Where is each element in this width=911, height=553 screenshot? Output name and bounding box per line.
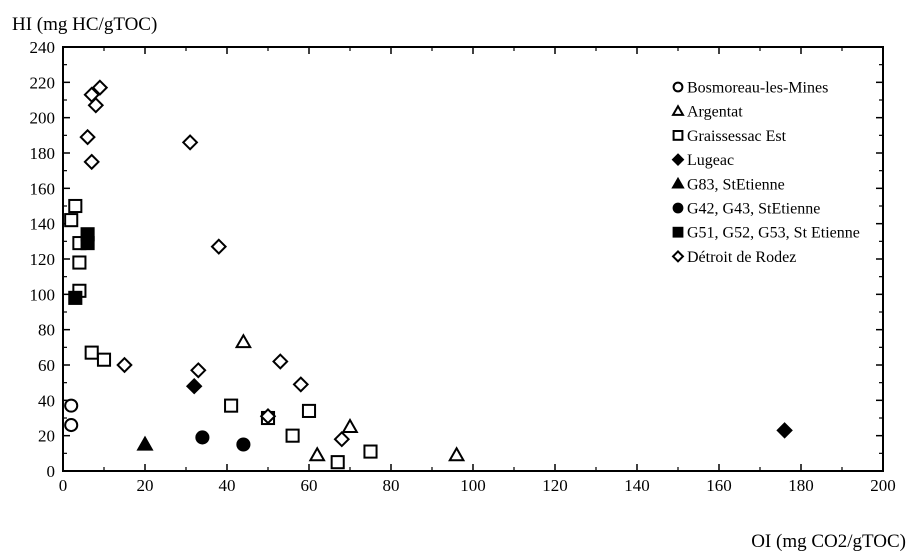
- y-tick-label: 140: [30, 215, 56, 234]
- data-point: [190, 362, 207, 379]
- data-point: [333, 430, 351, 448]
- data-point: [341, 417, 359, 433]
- legend-label: G51, G52, G53, St Etienne: [687, 225, 860, 242]
- data-point: [64, 213, 79, 228]
- data-point: [181, 134, 199, 151]
- y-tick-label: 120: [30, 250, 56, 269]
- data-point: [87, 97, 105, 114]
- x-tick-label: 20: [137, 476, 154, 495]
- x-axis-title: OI (mg CO2/gTOC): [751, 531, 906, 552]
- data-point: [285, 428, 300, 443]
- legend-label: Détroit de Rodez: [687, 249, 796, 266]
- data-point: [195, 430, 210, 445]
- data-point: [292, 376, 310, 393]
- legend-label: G83, StEtienne: [687, 176, 785, 193]
- data-points: [64, 79, 793, 470]
- y-tick-label: 100: [30, 285, 56, 304]
- x-tick-label: 120: [542, 476, 568, 495]
- y-tick-label: 200: [30, 109, 56, 128]
- legend-label: G42, G43, StEtienne: [687, 201, 820, 218]
- data-point: [136, 435, 154, 451]
- data-point: [116, 356, 133, 374]
- legend-marker: [672, 226, 684, 238]
- data-point: [83, 153, 100, 171]
- data-point: [236, 437, 251, 452]
- x-tick-label: 40: [219, 476, 236, 495]
- legend-marker: [671, 176, 685, 189]
- y-tick-label: 80: [38, 321, 55, 340]
- legend-marker: [672, 130, 684, 141]
- data-point: [224, 398, 239, 413]
- legend-label: Lugeac: [687, 152, 734, 169]
- data-point: [84, 345, 99, 360]
- legend-marker: [671, 153, 685, 166]
- data-point: [234, 333, 252, 349]
- legend: Bosmoreau-les-Mines Argentat Graissessac E…: [671, 80, 860, 266]
- data-point: [272, 353, 289, 370]
- data-point: [363, 444, 378, 459]
- data-point: [79, 128, 96, 146]
- y-tick-label: 0: [47, 462, 56, 481]
- y-tick-label: 20: [38, 427, 55, 446]
- y-axis-title: HI (mg HC/gTOC): [12, 14, 157, 35]
- y-tick-label: 60: [38, 356, 55, 375]
- data-point: [72, 255, 87, 270]
- legend-marker: [672, 202, 684, 214]
- data-point: [80, 236, 95, 251]
- x-tick-label: 60: [301, 476, 318, 495]
- legend-marker: [671, 250, 685, 263]
- y-tick-label: 240: [30, 38, 56, 57]
- x-tick-label: 100: [460, 476, 486, 495]
- data-point: [259, 407, 277, 425]
- x-tick-label: 180: [788, 476, 814, 495]
- data-point: [64, 418, 79, 433]
- data-point: [185, 377, 203, 395]
- y-tick-label: 180: [30, 144, 56, 163]
- y-tick-label: 220: [30, 73, 56, 92]
- data-point: [96, 352, 112, 367]
- x-tick-label: 160: [706, 476, 732, 495]
- data-point: [210, 238, 228, 255]
- data-point: [91, 79, 109, 96]
- data-point: [448, 446, 466, 462]
- data-point: [330, 455, 345, 470]
- data-point: [68, 198, 83, 214]
- x-tick-label: 200: [870, 476, 896, 495]
- legend-label: Graissessac Est: [687, 128, 787, 145]
- legend-marker: [671, 104, 685, 116]
- x-tick-label: 0: [59, 476, 68, 495]
- data-point: [301, 403, 317, 418]
- y-tick-label: 160: [30, 179, 56, 198]
- data-point: [776, 422, 793, 439]
- legend-marker: [672, 81, 684, 93]
- x-tick-label: 140: [624, 476, 650, 495]
- data-point: [308, 446, 326, 462]
- legend-label: Argentat: [687, 104, 743, 121]
- data-point: [68, 290, 83, 305]
- x-tick-label: 80: [383, 476, 400, 495]
- axis-ticks: [62, 46, 884, 472]
- y-tick-label: 40: [38, 391, 55, 410]
- tick-labels: 0 20 40 60 80 100 120 140 160 180 200 0 20 40 60 80 100 1…: [30, 38, 896, 495]
- legend-label: Bosmoreau-les-Mines: [687, 80, 828, 97]
- data-point: [64, 398, 79, 413]
